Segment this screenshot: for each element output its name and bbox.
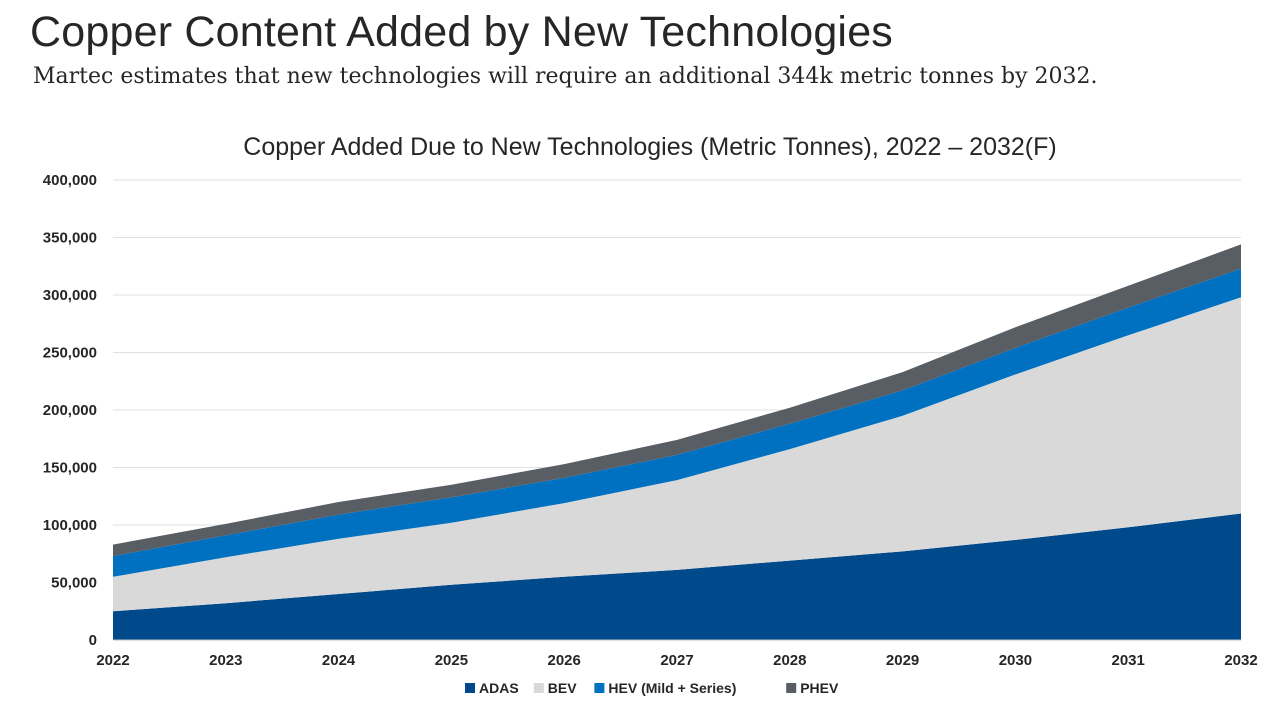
slide-title: Copper Content Added by New Technologies [30, 8, 894, 56]
area-series-hev-mild-series [113, 268, 1241, 577]
legend-swatch-bev [533, 683, 544, 693]
x-tick-label: 2023 [209, 652, 242, 669]
x-axis: 2022 2023 2024 2025 2026 2027 2028 2029 2030 2031… [96, 639, 1258, 669]
x-tick-label: 2024 [322, 652, 356, 669]
x-tick-label: 2032 [1224, 652, 1257, 669]
y-tick-label: 250,000 [43, 345, 97, 362]
legend-swatch-hev-mild-series [594, 683, 605, 693]
y-tick-label: 400,000 [43, 172, 97, 189]
legend-label-phev: PHEV [800, 680, 839, 696]
x-tick-label: 2030 [999, 652, 1032, 669]
legend-label-bev: BEV [548, 680, 577, 696]
chart-title: Copper Added Due to New Technologies (Me… [243, 133, 1056, 161]
area-series-adas [113, 513, 1241, 640]
legend-label-hev-mild-series: HEV (Mild + Series) [608, 680, 736, 696]
y-tick-label: 300,000 [43, 287, 97, 304]
y-tick-label: 350,000 [43, 230, 97, 247]
legend: ADAS BEV HEV (Mild + Series) PHEV [465, 680, 839, 696]
area-layer [113, 244, 1241, 640]
y-tick-label: 100,000 [43, 517, 97, 534]
x-tick-label: 2026 [548, 652, 581, 669]
stacked-area-chart: Copper Added Due to New Technologies (Me… [43, 133, 1258, 696]
x-tick-label: 2029 [886, 652, 919, 669]
area-series-phev [113, 244, 1241, 557]
y-tick-label: 0 [89, 632, 97, 649]
slide-subtitle: Martec estimates that new technologies w… [33, 64, 1098, 89]
x-tick-label: 2025 [435, 652, 468, 669]
legend-swatch-adas [465, 683, 475, 693]
area-series-bev [113, 297, 1241, 612]
x-tick-label: 2027 [660, 652, 693, 669]
legend-swatch-phev [786, 683, 797, 693]
x-tick-label: 2022 [96, 652, 129, 669]
y-tick-label: 200,000 [43, 402, 97, 419]
legend-label-adas: ADAS [479, 680, 519, 696]
y-tick-label: 150,000 [43, 460, 97, 477]
y-axis: 0 50,000 100,000 150,000 200,000 250,000 300,0… [43, 172, 97, 649]
y-tick-label: 50,000 [51, 575, 97, 592]
x-tick-label: 2028 [773, 652, 806, 669]
x-tick-label: 2031 [1112, 652, 1145, 669]
